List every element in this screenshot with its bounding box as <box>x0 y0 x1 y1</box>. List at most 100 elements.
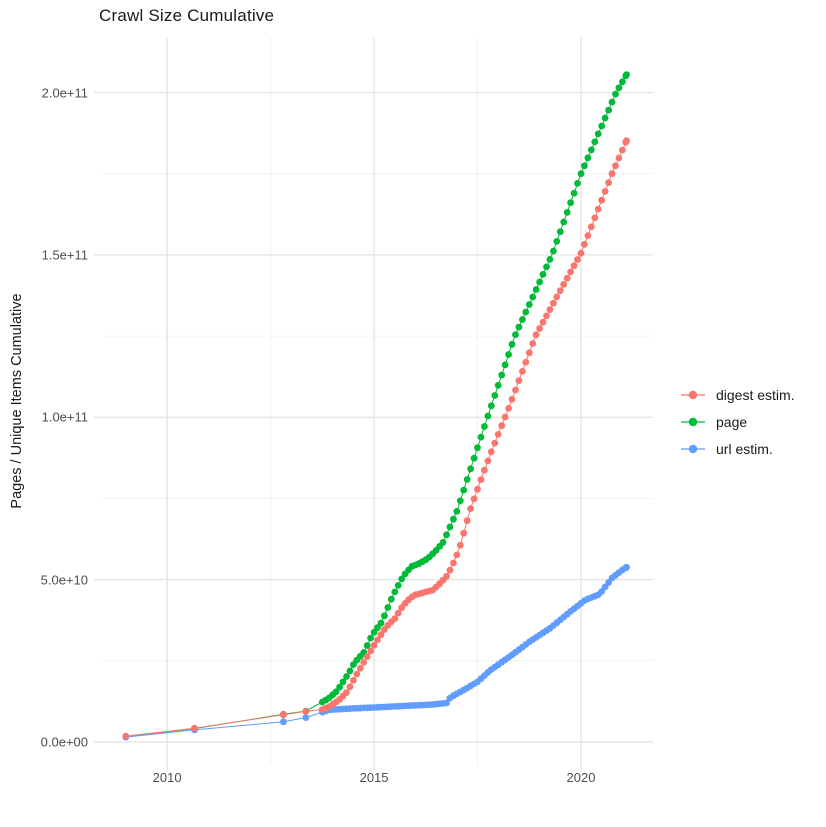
data-point-digest-estim- <box>601 188 609 195</box>
data-point-digest-estim- <box>498 422 506 430</box>
data-point-digest-estim- <box>550 299 557 307</box>
data-point-digest-estim- <box>356 664 364 672</box>
legend-label-digest: digest estim. <box>716 386 795 403</box>
data-point-page <box>574 180 581 187</box>
data-point-digest-estim- <box>598 196 606 204</box>
data-point-page <box>453 508 461 515</box>
data-point-page <box>587 146 595 154</box>
data-point-digest-estim- <box>529 340 537 347</box>
data-point-page <box>550 247 557 255</box>
data-point-digest-estim- <box>343 689 350 696</box>
data-point-page <box>387 595 395 603</box>
data-point-digest-estim- <box>556 287 564 294</box>
y-tick-label: 5.0e+10 <box>40 572 88 588</box>
data-point-digest-estim- <box>546 306 554 313</box>
legend-item-digest: digest estim. <box>681 381 795 408</box>
data-point-digest-estim- <box>470 495 478 503</box>
data-point-page <box>560 218 568 226</box>
data-point-page <box>605 106 612 114</box>
data-point-digest-estim- <box>363 653 371 660</box>
data-point-page <box>608 98 616 106</box>
series-line-digest-estim- <box>125 140 627 737</box>
data-point-digest-estim- <box>191 724 198 732</box>
data-point-digest-estim- <box>505 405 512 412</box>
data-point-digest-estim- <box>591 214 599 222</box>
data-point-page <box>612 90 619 98</box>
data-point-page <box>467 465 474 473</box>
data-point-digest-estim- <box>460 529 468 537</box>
data-point-digest-estim- <box>567 268 574 276</box>
data-point-page <box>619 78 626 86</box>
data-point-digest-estim- <box>370 641 378 649</box>
data-point-digest-estim- <box>522 358 530 366</box>
data-point-page <box>494 381 502 389</box>
data-point-page <box>474 444 481 452</box>
data-point-page <box>515 323 523 331</box>
y-tick-label: 1.0e+11 <box>41 409 88 425</box>
data-point-digest-estim- <box>391 615 399 622</box>
data-point-page <box>339 678 347 686</box>
data-point-page <box>481 423 488 430</box>
data-point-page <box>443 531 450 539</box>
data-point-digest-estim- <box>515 377 523 385</box>
legend-key-page-icon <box>681 417 705 426</box>
data-point-page <box>522 308 530 316</box>
data-point-page <box>398 575 406 583</box>
data-point-page <box>577 170 585 178</box>
data-point-page <box>463 476 471 483</box>
data-point-digest-estim- <box>501 413 509 421</box>
legend-label-url: url estim. <box>716 440 773 457</box>
data-point-digest-estim- <box>367 647 374 655</box>
data-point-page <box>525 301 533 308</box>
data-point-page <box>623 71 630 79</box>
x-tick-label: 2020 <box>566 770 596 785</box>
data-point-page <box>377 619 385 627</box>
data-point-digest-estim- <box>539 318 547 326</box>
data-point-page <box>581 162 588 170</box>
legend-key-digest-icon <box>681 390 705 399</box>
data-point-digest-estim- <box>615 154 623 162</box>
data-point-url-estim- <box>623 563 630 571</box>
data-point-digest-estim- <box>302 708 310 715</box>
data-point-page <box>470 454 478 462</box>
data-point-digest-estim- <box>394 609 402 617</box>
data-point-page <box>477 433 485 441</box>
data-point-page <box>553 238 561 245</box>
data-point-page <box>363 642 371 649</box>
data-point-digest-estim- <box>494 431 502 438</box>
data-point-url-estim- <box>280 718 287 726</box>
data-point-digest-estim- <box>519 368 526 375</box>
data-point-url-estim- <box>443 699 450 707</box>
data-point-digest-estim- <box>487 448 495 456</box>
x-tick-label: 2015 <box>359 770 389 785</box>
y-tick-label: 1.5e+11 <box>41 247 88 263</box>
data-point-page <box>519 316 526 323</box>
data-point-page <box>615 84 623 92</box>
data-point-page <box>484 412 492 420</box>
data-point-digest-estim- <box>443 572 450 580</box>
legend-key-url-icon <box>681 444 705 453</box>
data-point-page <box>594 130 602 138</box>
legend-item-url: url estim. <box>681 435 795 462</box>
data-point-page <box>505 351 512 358</box>
y-tick-label: 0.0e+00 <box>40 734 88 750</box>
data-point-digest-estim- <box>587 223 595 231</box>
data-point-digest-estim- <box>280 711 287 719</box>
data-point-page <box>546 256 554 263</box>
data-point-digest-estim- <box>605 179 612 187</box>
legend: digest estim. page url estim. <box>681 381 795 462</box>
data-point-page <box>508 340 516 348</box>
data-point-page <box>367 634 374 642</box>
data-point-page <box>512 331 519 338</box>
data-point-digest-estim- <box>456 541 464 549</box>
data-point-digest-estim- <box>374 636 381 644</box>
data-point-digest-estim- <box>467 505 474 512</box>
data-point-page <box>446 523 454 531</box>
data-point-digest-estim- <box>577 249 585 257</box>
data-point-digest-estim- <box>536 325 543 332</box>
data-point-page <box>332 688 340 696</box>
data-point-digest-estim- <box>508 395 516 403</box>
data-point-page <box>439 539 447 546</box>
data-point-page <box>529 293 537 301</box>
